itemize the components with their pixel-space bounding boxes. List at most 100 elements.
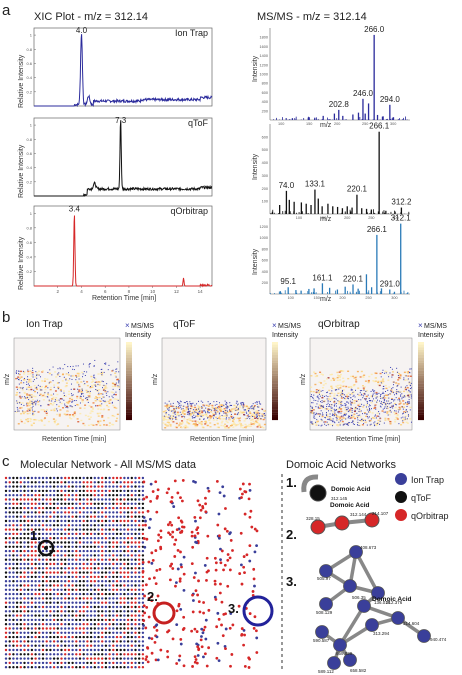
network-node	[63, 545, 67, 548]
network-node	[204, 618, 208, 622]
network-node	[101, 648, 104, 652]
network-node	[23, 618, 26, 622]
heat-cell	[233, 417, 236, 419]
heat-cell	[86, 381, 89, 383]
network-node	[119, 476, 122, 480]
network-node	[52, 519, 56, 523]
network-node	[23, 476, 26, 480]
network-node	[34, 601, 37, 604]
msms-point	[341, 392, 343, 394]
network-node	[60, 485, 63, 488]
msms-point	[86, 397, 88, 399]
network-node	[119, 584, 122, 587]
msms-point	[326, 405, 328, 407]
heat-cell	[104, 385, 107, 387]
network-node	[108, 545, 111, 548]
network-node	[126, 554, 130, 557]
heat-cell	[375, 424, 378, 426]
network-node	[89, 627, 93, 630]
colorbar-segment	[272, 355, 278, 358]
network-node	[119, 610, 122, 613]
network-node	[15, 584, 19, 587]
heat-cell	[58, 415, 61, 417]
network-node	[155, 628, 159, 632]
network-node	[41, 653, 45, 656]
heat-cell	[374, 395, 377, 397]
msms-point	[352, 420, 354, 422]
network-node	[15, 575, 19, 579]
msms-point	[374, 425, 376, 427]
network-node	[8, 648, 11, 652]
network-node	[15, 592, 19, 596]
heat-cell	[238, 422, 241, 424]
msms-point	[258, 410, 260, 412]
msms-point	[207, 408, 209, 410]
network-node	[130, 541, 133, 544]
msms-point	[352, 395, 354, 397]
network-node	[119, 481, 122, 484]
y-tick-label: 0.4	[26, 165, 32, 170]
network-node	[38, 640, 41, 643]
network-node	[203, 652, 207, 656]
network-node	[56, 481, 59, 484]
network-node	[101, 575, 104, 579]
heat-cell	[112, 392, 115, 394]
network-node	[101, 519, 104, 523]
y-tick-label: 800	[262, 247, 268, 251]
heat-cell	[238, 413, 241, 416]
network-node	[41, 558, 45, 561]
network-node	[93, 511, 97, 514]
network-node	[41, 502, 45, 505]
network-node	[115, 661, 119, 665]
network-node	[56, 506, 59, 510]
network-node	[75, 489, 78, 493]
colorbar-segment	[126, 407, 132, 410]
network-node	[104, 657, 108, 660]
msms-point	[258, 412, 260, 414]
network-node	[89, 666, 93, 669]
network-node	[119, 541, 122, 544]
network-node	[38, 661, 41, 665]
network-node	[93, 506, 97, 510]
network-node	[23, 489, 26, 493]
heat-cell	[216, 409, 219, 411]
msms-point	[26, 388, 28, 390]
network-node	[71, 597, 74, 600]
msms-point	[385, 372, 387, 374]
heat-cell	[16, 401, 19, 403]
network-node	[19, 545, 22, 548]
colorbar-segment	[126, 391, 132, 395]
network-node	[67, 498, 71, 501]
network-node	[34, 635, 37, 639]
network-node	[63, 515, 67, 518]
heat-cell	[399, 402, 402, 404]
msms-point	[363, 404, 365, 406]
heat-cell	[409, 375, 412, 377]
heat-cell	[395, 416, 398, 419]
heat-cell	[359, 376, 362, 378]
network-node	[71, 506, 74, 510]
msms-point	[47, 371, 49, 373]
msms-point	[98, 392, 100, 394]
heat-cell	[232, 408, 235, 410]
msms-point	[253, 412, 255, 414]
msms-point	[233, 416, 235, 418]
network-node	[38, 580, 41, 583]
heat-cell	[29, 380, 32, 382]
network-node	[229, 612, 233, 615]
msms-point	[392, 405, 394, 407]
msms-point	[82, 393, 84, 395]
network-node	[27, 476, 30, 480]
heat-cell	[340, 415, 343, 418]
heat-cell	[262, 415, 265, 418]
heat-cell	[384, 394, 387, 396]
network-node	[97, 562, 100, 566]
heat-cell	[53, 420, 56, 423]
msms-point	[76, 376, 78, 378]
msms-point	[180, 404, 182, 406]
network-node	[240, 582, 244, 586]
colorbar-segment	[418, 394, 424, 397]
network-node	[115, 618, 119, 622]
msms-point	[380, 401, 382, 403]
